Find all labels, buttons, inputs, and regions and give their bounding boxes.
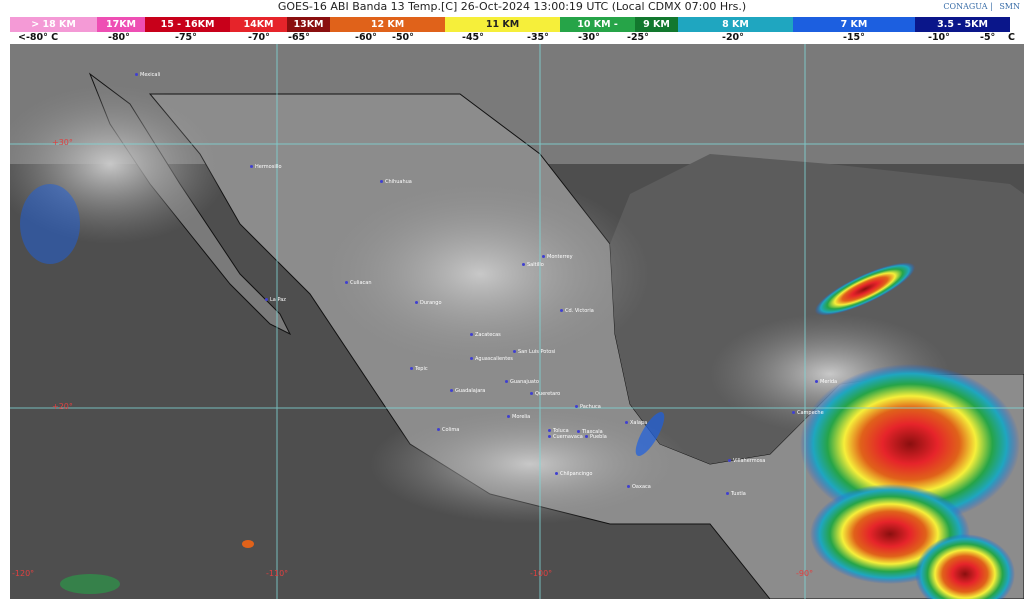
city-label: Saltillo	[522, 262, 544, 268]
agency-logos: CONAGUA | SMN	[943, 2, 1020, 11]
city-label: Tepic	[410, 366, 428, 372]
storm-system	[915, 534, 1015, 599]
city-label: Queretaro	[530, 391, 560, 397]
temperature-label: -65°	[288, 32, 310, 43]
temperature-label: -30°	[578, 32, 600, 43]
city-label: Cuernavaca	[548, 434, 583, 440]
temperature-label: -15°	[843, 32, 865, 43]
city-label: Tlaxcala	[577, 429, 603, 435]
temperature-label: -10°	[928, 32, 950, 43]
city-label: Zacatecas	[470, 332, 501, 338]
graticule	[10, 44, 1024, 599]
city-label: Hermosillo	[250, 164, 282, 170]
city-label: Tuxtla	[726, 491, 746, 497]
scale-segment: > 18 KM	[10, 17, 97, 32]
lon-label: -120°	[12, 569, 35, 578]
cloud-band	[20, 184, 80, 264]
temperature-label: -35°	[527, 32, 549, 43]
lon-label: -100°	[530, 569, 553, 578]
temperature-label: -50°	[392, 32, 414, 43]
city-label: Monterrey	[542, 254, 573, 260]
scale-segment: 12 KM	[330, 17, 445, 32]
cloud-mass	[370, 404, 690, 524]
scale-segment: 15 - 16KM	[145, 17, 230, 32]
storm-system	[800, 364, 1020, 524]
scale-segment: 17KM	[97, 17, 145, 32]
city-label: Merida	[815, 379, 837, 385]
city-label: Chilpancingo	[555, 471, 592, 477]
city-label: Chihuahua	[380, 179, 412, 185]
scale-segment: 14KM	[230, 17, 287, 32]
city-label: Toluca	[548, 428, 569, 434]
city-label: Pachuca	[575, 404, 601, 410]
city-label: Campeche	[792, 410, 824, 416]
image-title: GOES-16 ABI Banda 13 Temp.[C] 26-Oct-202…	[277, 0, 747, 13]
city-label: Cd. Victoria	[560, 308, 594, 314]
temperature-label: <-80° C	[18, 32, 59, 43]
cloud-mass	[310, 174, 650, 374]
scale-segment: 7 KM	[793, 17, 915, 32]
city-label: Durango	[415, 300, 442, 306]
satellite-map: +30° +20° -120° -110° -100° -90° Mexical…	[10, 44, 1024, 599]
lat-label: +20°	[52, 402, 73, 411]
city-label: Oaxaca	[627, 484, 651, 490]
lon-label: -110°	[266, 569, 289, 578]
temperature-label: -20°	[722, 32, 744, 43]
temperature-label: -5°	[980, 32, 996, 43]
temperature-scale: <-80° C -80° -75° -70° -65° -60° -50° -45° -35° -…	[0, 32, 1024, 44]
temperature-label: -60°	[355, 32, 377, 43]
conagua-logo: CONAGUA	[943, 2, 988, 11]
city-label: Culiacan	[345, 280, 371, 286]
color-scale-legend: > 18 KM 17KM 15 - 16KM 14KM 13KM 12 KM 11 KM 10…	[10, 17, 1024, 32]
temperature-label: -80°	[108, 32, 130, 43]
city-label: Colima	[437, 427, 459, 433]
storm-band	[814, 262, 916, 316]
cloud-band	[60, 574, 120, 594]
city-label: Xalapa	[625, 420, 647, 426]
city-label: Guanajuato	[505, 379, 539, 385]
temperature-label: -25°	[627, 32, 649, 43]
map-graphics	[10, 44, 1024, 599]
scale-segment: 10 KM -	[560, 17, 635, 32]
scale-segment: 3.5 - 5KM	[915, 17, 1010, 32]
city-label: Villahermosa	[728, 458, 765, 464]
city-label: La Paz	[265, 297, 286, 303]
city-label: Morelia	[507, 414, 530, 420]
lat-label: +30°	[52, 138, 73, 147]
city-label: Mexicali	[135, 72, 160, 78]
lon-label: -90°	[796, 569, 814, 578]
scale-segment: 11 KM	[445, 17, 560, 32]
smn-logo: SMN	[999, 2, 1020, 11]
cloud-band	[635, 411, 665, 457]
temperature-label: C	[1008, 32, 1015, 43]
city-label: San Luis Potosi	[513, 349, 555, 355]
city-label: Guadalajara	[450, 388, 485, 394]
small-convection	[242, 540, 254, 548]
temperature-label: -75°	[175, 32, 197, 43]
temperature-label: -70°	[248, 32, 270, 43]
temperature-label: -45°	[462, 32, 484, 43]
scale-segment: 8 KM	[678, 17, 793, 32]
scale-segment: 13KM	[287, 17, 330, 32]
city-label: Puebla	[585, 434, 607, 440]
city-label: Aguascalientes	[470, 356, 513, 362]
scale-segment: 9 KM	[635, 17, 678, 32]
